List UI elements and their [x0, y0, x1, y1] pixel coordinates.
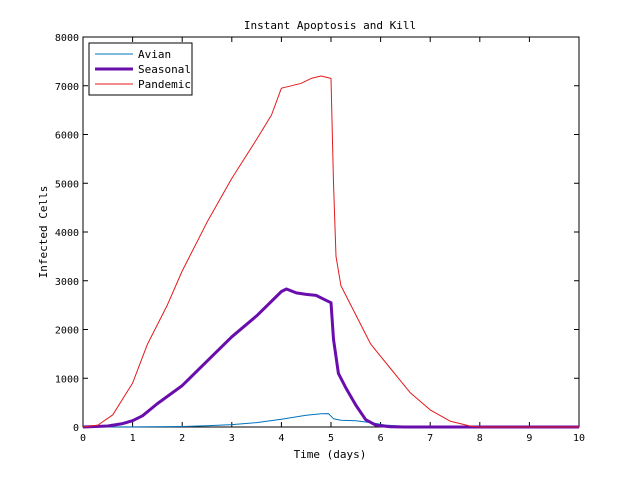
y-axis-label: Infected Cells — [37, 186, 50, 279]
x-tick-label: 9 — [526, 433, 532, 444]
x-tick-label: 1 — [130, 433, 136, 444]
x-tick-label: 2 — [179, 433, 185, 444]
legend-entry-pandemic: Pandemic — [138, 78, 191, 91]
x-tick-label: 3 — [229, 433, 235, 444]
x-tick-label: 8 — [477, 433, 483, 444]
series-line-pandemic — [82, 75, 579, 428]
x-tick-label: 7 — [427, 433, 433, 444]
series-line-seasonal — [82, 287, 579, 429]
x-tick-label: 6 — [378, 433, 384, 444]
legend: Avian Seasonal Pandemic — [88, 42, 193, 96]
y-tick-label: 3000 — [55, 277, 79, 288]
legend-entry-seasonal: Seasonal — [138, 63, 191, 76]
y-tick-label: 1000 — [55, 374, 79, 385]
chart-title: Instant Apoptosis and Kill — [244, 19, 416, 32]
y-tick-label: 6000 — [55, 131, 79, 142]
y-tick-label: 5000 — [55, 179, 79, 190]
y-tick-label: 4000 — [55, 228, 79, 239]
x-axis-label: Time (days) — [294, 448, 367, 461]
legend-entry-avian: Avian — [138, 48, 171, 61]
plot-frame — [82, 36, 580, 428]
x-tick-label: 0 — [80, 433, 86, 444]
y-tick-label: 0 — [73, 423, 79, 434]
plot-area: 0 1 2 3 4 5 6 7 8 9 10 0 1000 2000 3000 4000 5000 6000 700… — [55, 33, 585, 444]
y-tick-label: 8000 — [55, 33, 79, 44]
y-tick-label: 7000 — [55, 82, 79, 93]
x-tick-label: 4 — [278, 433, 284, 444]
y-tick-label: 2000 — [55, 326, 79, 337]
x-tick-label: 5 — [328, 433, 334, 444]
x-tick-label: 10 — [573, 433, 585, 444]
